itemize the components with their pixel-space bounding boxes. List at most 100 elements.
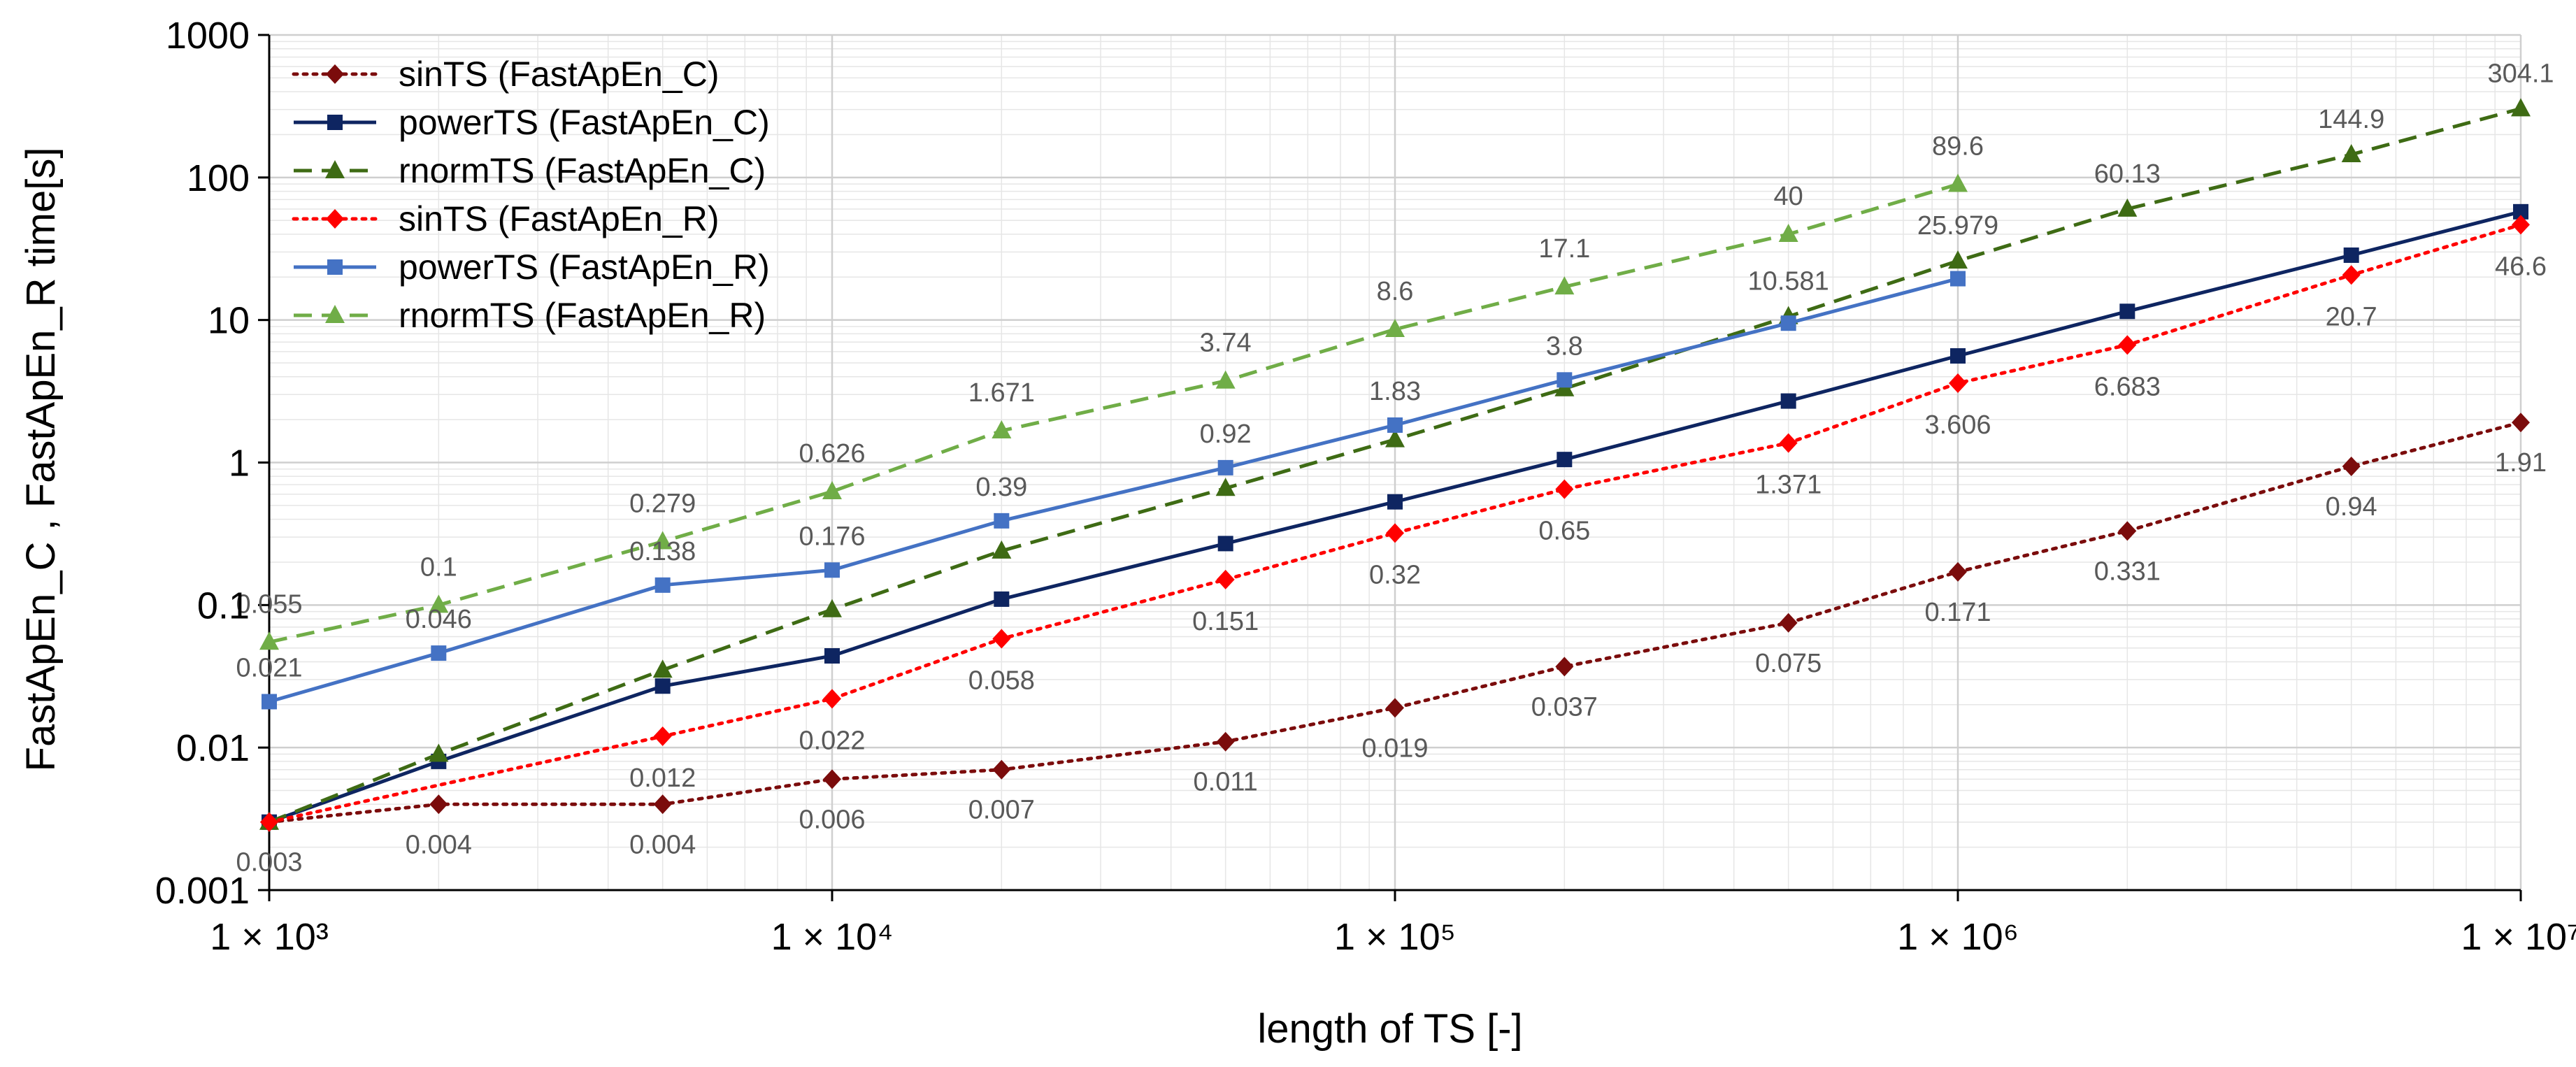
data-label: 0.046 bbox=[406, 605, 472, 634]
series-4 bbox=[262, 271, 1966, 710]
data-point bbox=[1555, 479, 1574, 499]
data-label: 0.331 bbox=[2094, 557, 2161, 586]
series-line bbox=[267, 222, 2523, 824]
data-point bbox=[2118, 335, 2137, 355]
data-label: 0.65 bbox=[1538, 517, 1590, 546]
data-label: 0.176 bbox=[799, 522, 865, 551]
data-label: 0.004 bbox=[406, 830, 472, 859]
data-point bbox=[2512, 413, 2530, 433]
data-label: 0.1 bbox=[420, 552, 457, 582]
data-point bbox=[1386, 698, 1404, 718]
data-point bbox=[1216, 569, 1235, 589]
data-label: 0.138 bbox=[629, 537, 696, 566]
data-point bbox=[1950, 348, 1966, 364]
data-point bbox=[2342, 456, 2361, 476]
data-point bbox=[429, 743, 449, 762]
data-label: 6.683 bbox=[2094, 372, 2161, 401]
data-point bbox=[994, 513, 1010, 529]
data-point bbox=[653, 794, 672, 815]
legend-marker bbox=[325, 305, 345, 323]
y-tick-label: 10 bbox=[208, 300, 250, 342]
data-label: 0.39 bbox=[975, 473, 1027, 502]
data-point bbox=[2341, 144, 2361, 163]
legend-item: sinTS (FastApEn_C) bbox=[292, 55, 719, 94]
data-point bbox=[1950, 271, 1966, 287]
legend-label: rnormTS (FastApEn_R) bbox=[399, 296, 766, 335]
data-point bbox=[822, 480, 842, 499]
legend-item: powerTS (FastApEn_C) bbox=[294, 103, 770, 142]
data-point bbox=[1385, 429, 1405, 447]
y-tick-label: 0.01 bbox=[176, 727, 250, 769]
data-point bbox=[823, 689, 841, 709]
data-label: 17.1 bbox=[1538, 234, 1590, 264]
data-label: 0.075 bbox=[1755, 649, 1822, 678]
legend-label: sinTS (FastApEn_R) bbox=[399, 199, 719, 238]
data-label: 0.012 bbox=[629, 764, 696, 793]
data-point bbox=[1217, 536, 1233, 552]
legend: sinTS (FastApEn_C) powerTS (FastApEn_C)rn… bbox=[292, 55, 770, 335]
data-point bbox=[652, 531, 673, 550]
data-point bbox=[1387, 417, 1403, 434]
data-label: 1.83 bbox=[1369, 377, 1421, 406]
legend-label: powerTS (FastApEn_R) bbox=[399, 248, 770, 287]
data-label: 3.8 bbox=[1546, 331, 1583, 361]
data-label: 0.94 bbox=[2326, 492, 2377, 522]
data-label: 0.151 bbox=[1192, 607, 1259, 636]
data-point bbox=[2343, 247, 2359, 263]
data-label: 0.92 bbox=[1200, 420, 1252, 449]
x-axis-title: length of TS [-] bbox=[1257, 1006, 1522, 1052]
y-tick-label: 1 bbox=[229, 443, 250, 485]
series-line bbox=[269, 277, 1959, 703]
series-layer bbox=[259, 98, 2531, 832]
data-label: 0.004 bbox=[629, 830, 696, 859]
data-point bbox=[1217, 459, 1233, 475]
data-point bbox=[2511, 98, 2531, 117]
data-label: 0.626 bbox=[799, 439, 865, 468]
data-label: 46.6 bbox=[2495, 252, 2547, 281]
series-5 bbox=[259, 173, 1968, 650]
data-point bbox=[652, 659, 673, 678]
series-3 bbox=[260, 215, 2530, 832]
legend-item: rnormTS (FastApEn_R) bbox=[294, 296, 766, 335]
legend-marker bbox=[326, 209, 344, 229]
data-point bbox=[1949, 373, 1967, 393]
data-point bbox=[1948, 250, 1968, 269]
major-gridlines bbox=[268, 34, 2522, 891]
data-point bbox=[259, 631, 279, 650]
x-tick-label: 1 × 10⁴ bbox=[771, 916, 894, 958]
data-label: 0.037 bbox=[1531, 692, 1598, 722]
data-label: 0.003 bbox=[236, 848, 302, 878]
data-point bbox=[2119, 303, 2135, 320]
data-point bbox=[2513, 203, 2528, 220]
data-point bbox=[260, 812, 278, 832]
data-point bbox=[1948, 173, 1968, 192]
data-point bbox=[1778, 223, 1798, 242]
data-point bbox=[2512, 215, 2530, 235]
data-point bbox=[2118, 521, 2137, 541]
data-point bbox=[262, 694, 277, 710]
axes bbox=[258, 34, 2522, 901]
data-label: 20.7 bbox=[2326, 302, 2377, 331]
legend-item: powerTS (FastApEn_R) bbox=[294, 248, 770, 287]
data-label: 0.32 bbox=[1369, 560, 1421, 589]
data-label: 60.13 bbox=[2094, 159, 2161, 189]
data-label: 89.6 bbox=[1932, 132, 1984, 162]
data-label: 304.1 bbox=[2487, 59, 2554, 88]
data-point bbox=[1780, 315, 1796, 331]
legend-marker bbox=[325, 160, 345, 178]
data-label: 0.022 bbox=[799, 726, 865, 755]
data-point bbox=[429, 594, 449, 613]
data-point bbox=[992, 420, 1012, 439]
legend-label: sinTS (FastApEn_C) bbox=[399, 55, 719, 94]
legend-marker bbox=[327, 259, 343, 275]
data-point bbox=[994, 591, 1010, 607]
y-tick-label: 1000 bbox=[166, 15, 250, 57]
data-point bbox=[1215, 370, 1236, 389]
data-point bbox=[822, 599, 842, 617]
tick-labels: 1 × 10³ 1 × 10⁴ 1 × 10⁵ 1 × 10⁶ 1 × 10⁷ 0.001… bbox=[155, 15, 2576, 958]
data-point bbox=[431, 645, 447, 661]
data-label: 40 bbox=[1774, 182, 1803, 211]
legend-label: rnormTS (FastApEn_C) bbox=[399, 151, 766, 190]
x-tick-label: 1 × 10⁷ bbox=[2461, 916, 2576, 958]
data-point bbox=[1385, 319, 1405, 338]
